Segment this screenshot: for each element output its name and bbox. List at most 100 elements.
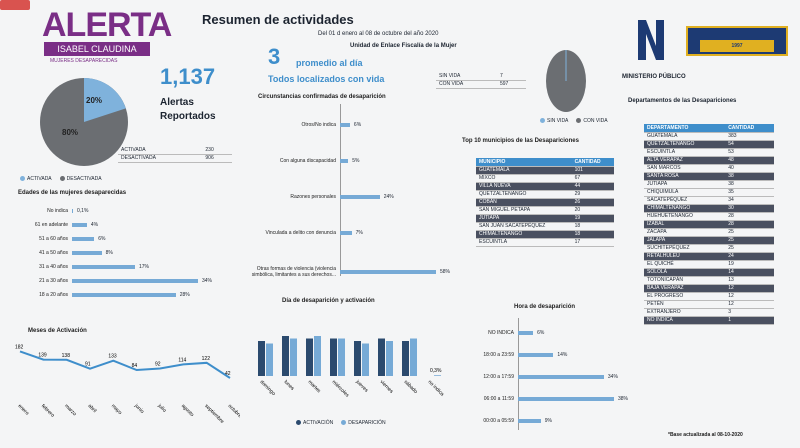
bar-value: 9%	[544, 418, 552, 424]
cell-name: MIXCO	[476, 174, 572, 183]
bar	[518, 353, 554, 357]
alerts-label: Alertas Reportados	[160, 97, 216, 122]
bar-value: 24%	[383, 194, 394, 200]
life-label: CON VIDA	[436, 80, 497, 89]
bar-desaparición	[266, 343, 273, 376]
table-row: SANTA ROSA 38	[644, 172, 774, 181]
cell-qty: 30	[725, 204, 774, 213]
bar-row: 31 a 40 años 17%	[10, 264, 149, 270]
status-label: ACTIVADA	[118, 146, 203, 155]
bar-row: Otros/No indica 6%	[244, 122, 362, 128]
data-label: 122	[202, 356, 211, 362]
cell-qty: 40	[725, 164, 774, 173]
circumstances-axis	[340, 104, 341, 276]
bar	[518, 419, 541, 423]
cell-name: EXTRANJERO	[644, 308, 726, 317]
cell-qty: 13	[725, 276, 774, 285]
cell-name: JALAPA	[644, 236, 726, 245]
bar-row: Otras formas de violencia (violencia sim…	[244, 266, 450, 278]
bar	[72, 209, 73, 213]
cell-name: HUEHUETENANGO	[644, 212, 726, 221]
tick-label: sábado	[403, 379, 419, 395]
tick-label: abril	[87, 403, 98, 414]
cell-qty: 101	[571, 166, 614, 175]
cell-name: RETALHULEU	[644, 252, 726, 261]
pie-slice-activada	[84, 78, 126, 122]
bar-value: 28%	[179, 292, 190, 298]
tick-label: octubre	[227, 403, 240, 419]
cell-qty: 38	[725, 180, 774, 189]
bar-row: 00:00 a 05:59 9%	[450, 418, 552, 424]
table-row: ESCUINTLA 53	[644, 148, 774, 157]
mp-label: MINISTERIO PÚBLICO	[622, 74, 686, 80]
departamentos-title: Departamentos de las Desapariciones	[628, 98, 737, 104]
bar-label: Otros/No indica	[301, 122, 336, 128]
cell-qty: 38	[725, 172, 774, 181]
bar-row: Con alguna discapacidad 5%	[244, 158, 360, 164]
bar-value: 17%	[139, 264, 150, 270]
table-row: EXTRANJERO 3	[644, 308, 774, 317]
cell-name: VILLA NUEVA	[476, 182, 572, 191]
bar-value: 5%	[352, 158, 360, 164]
circumstances-title: Circunstancias confirmadas de desaparici…	[258, 94, 386, 100]
cell-qty: 12	[725, 284, 774, 293]
cell-qty: 20	[571, 206, 614, 215]
bar-value: 4%	[90, 222, 99, 228]
bar-label: 18:00 a 23:59	[483, 352, 514, 358]
cell-qty: 14	[725, 268, 774, 277]
bar-row: Vinculada a delito con denuncia 7%	[244, 230, 362, 236]
legend-sin-vida: SIN VIDA	[540, 118, 568, 124]
table-row: SAN MIGUEL PETAPA 20	[476, 206, 614, 215]
life-label: SIN VIDA	[436, 72, 497, 81]
cell-name: ESCUINTLA	[476, 238, 572, 247]
legend-activacion: ACTIVACIÓN	[296, 420, 333, 426]
tick-label: enero	[17, 403, 30, 416]
col-departamento: DEPARTAMENTO	[644, 124, 726, 133]
bar-label: 18 a 20 años	[39, 292, 68, 298]
tick-label: domingo	[259, 379, 277, 397]
municipios-table: MUNICIPIO CANTIDAD GUATEMALA 101 MIXCO 67 VIL…	[476, 158, 614, 247]
bar-label: Razones personales	[290, 194, 336, 200]
bar-value: 38%	[618, 396, 629, 402]
municipios-title: Top 10 municipios de las Desapariciones	[462, 138, 579, 144]
hours-title: Hora de desaparición	[514, 304, 576, 310]
bar-label: Otras formas de violencia (violencia sim…	[251, 266, 336, 278]
alerts-pie-chart	[40, 78, 128, 166]
data-label: 84	[132, 363, 138, 369]
bar-value: 34%	[202, 278, 213, 284]
tick-label: lunes	[283, 379, 296, 392]
bar-row: 18 a 20 años 28%	[10, 292, 190, 298]
life-legend: SIN VIDA CON VIDA	[540, 118, 608, 124]
table-row: SOLOLÁ 14	[644, 268, 774, 277]
col-cantidad: CANTIDAD	[725, 124, 774, 133]
bar-desaparición	[386, 341, 393, 376]
life-pie-chart	[546, 50, 586, 112]
alerta-logo-tag: MUJERES DESAPARECIDAS	[50, 58, 118, 64]
bar	[340, 159, 349, 163]
data-label: 138	[62, 353, 71, 359]
bar-activación	[354, 341, 361, 376]
cell-qty: 54	[725, 140, 774, 149]
cell-qty: 44	[571, 182, 614, 191]
bar	[72, 265, 135, 269]
cell-qty: 53	[725, 148, 774, 157]
bar-desaparición	[362, 343, 369, 376]
daily-average-label: promedio al día	[296, 58, 363, 68]
cell-name: TOTONICAPÁN	[644, 276, 726, 285]
table-row: QUETZALTENANGO 54	[644, 140, 774, 149]
bar-activación	[258, 341, 265, 376]
anniversary-label: 1997	[700, 40, 774, 52]
cell-qty: 24	[725, 252, 774, 261]
cell-qty: 67	[571, 174, 614, 183]
table-row: RETALHULEU 24	[644, 252, 774, 261]
bar-desaparición	[338, 338, 345, 376]
cell-name: JUTIAPA	[476, 214, 572, 223]
table-row: BAJA VERAPAZ 12	[644, 284, 774, 293]
data-label: 114	[178, 357, 186, 363]
cell-qty: 35	[725, 188, 774, 197]
months-title: Meses de Activación	[28, 328, 87, 334]
bar-value: 34%	[607, 374, 618, 380]
bar-activación	[378, 338, 385, 376]
bar-value: 0,1%	[77, 208, 89, 214]
date-range: Del 01 d enero al 08 de octubre del año …	[318, 31, 439, 37]
